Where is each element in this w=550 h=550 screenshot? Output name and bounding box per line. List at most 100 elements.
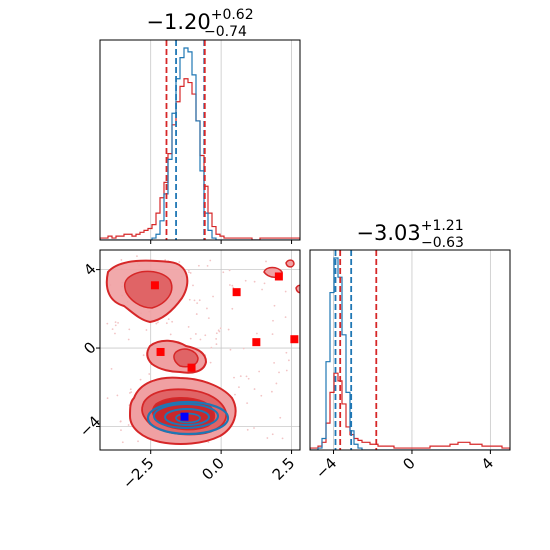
scatter-point [271, 333, 274, 336]
scatter-point [199, 338, 202, 341]
scatter-point [171, 320, 174, 323]
x-tick-label: 4 [478, 454, 497, 473]
red-marker [252, 338, 261, 347]
blue-contours [146, 400, 230, 436]
scatter-point [204, 334, 207, 337]
scatter-point [119, 420, 122, 423]
scatter-point [206, 307, 208, 310]
scatter-point [129, 392, 131, 394]
scatter-point [246, 402, 249, 404]
scatter-point [196, 302, 199, 305]
scatter-point [110, 367, 113, 370]
scatter-point [273, 361, 275, 364]
scatter-point [137, 440, 139, 443]
scatter-panel: −2.5 0.0 2.5−404 [76, 249, 301, 493]
scatter-point [209, 361, 212, 364]
hist-param-1-title-upper: +0.62 [211, 7, 254, 23]
scatter-point [229, 348, 232, 351]
hist-param-2-title: −3.03+1.21 [356, 218, 463, 245]
red-contour-main [128, 376, 237, 445]
hist-param-1-ticks [150, 240, 293, 244]
hist-param-2-quantile-lines [334, 250, 378, 450]
scatter-point [246, 428, 249, 431]
hist-param-1-title: −1.20+0.62 [146, 7, 253, 34]
scatter-point [120, 259, 123, 261]
red-contour-small-blobs [263, 259, 300, 294]
scatter-point [192, 284, 194, 287]
scatter-point [284, 316, 287, 318]
scatter-point [193, 299, 196, 302]
hist-param-1-title-value: −1.20 [146, 10, 210, 34]
hist-param-2-title-value: −3.03 [356, 221, 420, 245]
scatter-point [217, 329, 220, 332]
scatter-point [212, 295, 214, 298]
red-marker [274, 272, 283, 281]
scatter-point [273, 304, 276, 307]
scatter-point [228, 269, 231, 272]
scatter-point [285, 369, 288, 372]
hist-param-1-frame [99, 39, 301, 241]
scatter-point [128, 328, 131, 331]
scatter-point [106, 397, 109, 400]
hist-param-2-panel: −4 0 4 −3.03+1.21 −0.63 [309, 218, 511, 482]
hist-param-1-panel: −1.20+0.62 −0.74 [99, 7, 301, 244]
scatter-point [164, 259, 167, 261]
red-contour-upper-left [105, 259, 189, 324]
scatter-point [253, 427, 255, 429]
scatter-point [281, 437, 284, 440]
scatter-point [238, 386, 240, 389]
scatter-point [194, 333, 197, 335]
scatter-point [232, 286, 235, 289]
scatter-point [210, 346, 213, 349]
scatter-point [215, 332, 218, 335]
hist-param-1-red-series [100, 78, 300, 240]
scatter-point [278, 371, 280, 374]
scatter-point [157, 321, 159, 324]
scatter-point [279, 416, 282, 419]
scatter-point [247, 377, 250, 380]
hist-param-2-title-lower: −0.63 [421, 235, 464, 251]
x-tick-label: −4 [312, 454, 340, 482]
red-marker [290, 335, 299, 344]
scatter-point [253, 388, 256, 390]
scatter-point [260, 394, 263, 397]
scatter-point [284, 290, 287, 293]
red-marker [232, 288, 241, 297]
scatter-point [130, 391, 133, 394]
scatter-point [207, 441, 210, 444]
scatter-point [189, 272, 192, 274]
scatter-point [275, 382, 278, 385]
scatter-frame [99, 249, 301, 451]
scatter-point [261, 288, 263, 291]
hist-param-2-red-series [310, 372, 510, 450]
scatter-point [106, 322, 109, 325]
scatter-point [127, 338, 130, 341]
x-tick-label: 0 [399, 454, 418, 473]
scatter-point [116, 394, 119, 397]
scatter-point [188, 298, 191, 301]
scatter-point [234, 393, 236, 396]
scatter-point [255, 332, 258, 335]
scatter-point [198, 299, 201, 302]
scatter-point [155, 322, 158, 325]
scatter-point [207, 317, 210, 320]
scatter-point [258, 370, 261, 373]
scatter-point [111, 328, 114, 331]
scatter-point [215, 343, 218, 346]
hist-param-1-quantile-lines [165, 40, 206, 240]
hist-param-2-frame [309, 249, 511, 451]
scatter-point [242, 347, 245, 350]
scatter-point [231, 284, 234, 287]
scatter-point [263, 282, 266, 285]
red-marker [150, 281, 159, 290]
scatter-point [114, 321, 117, 324]
scatter-point [271, 433, 274, 436]
scatter-point [169, 333, 172, 336]
scatter-point [197, 264, 200, 267]
x-tick-label: 0.0 [198, 454, 228, 484]
red-marker [156, 347, 165, 356]
scatter-point [195, 313, 198, 315]
scatter-point [222, 271, 225, 274]
scatter-point [114, 324, 117, 327]
